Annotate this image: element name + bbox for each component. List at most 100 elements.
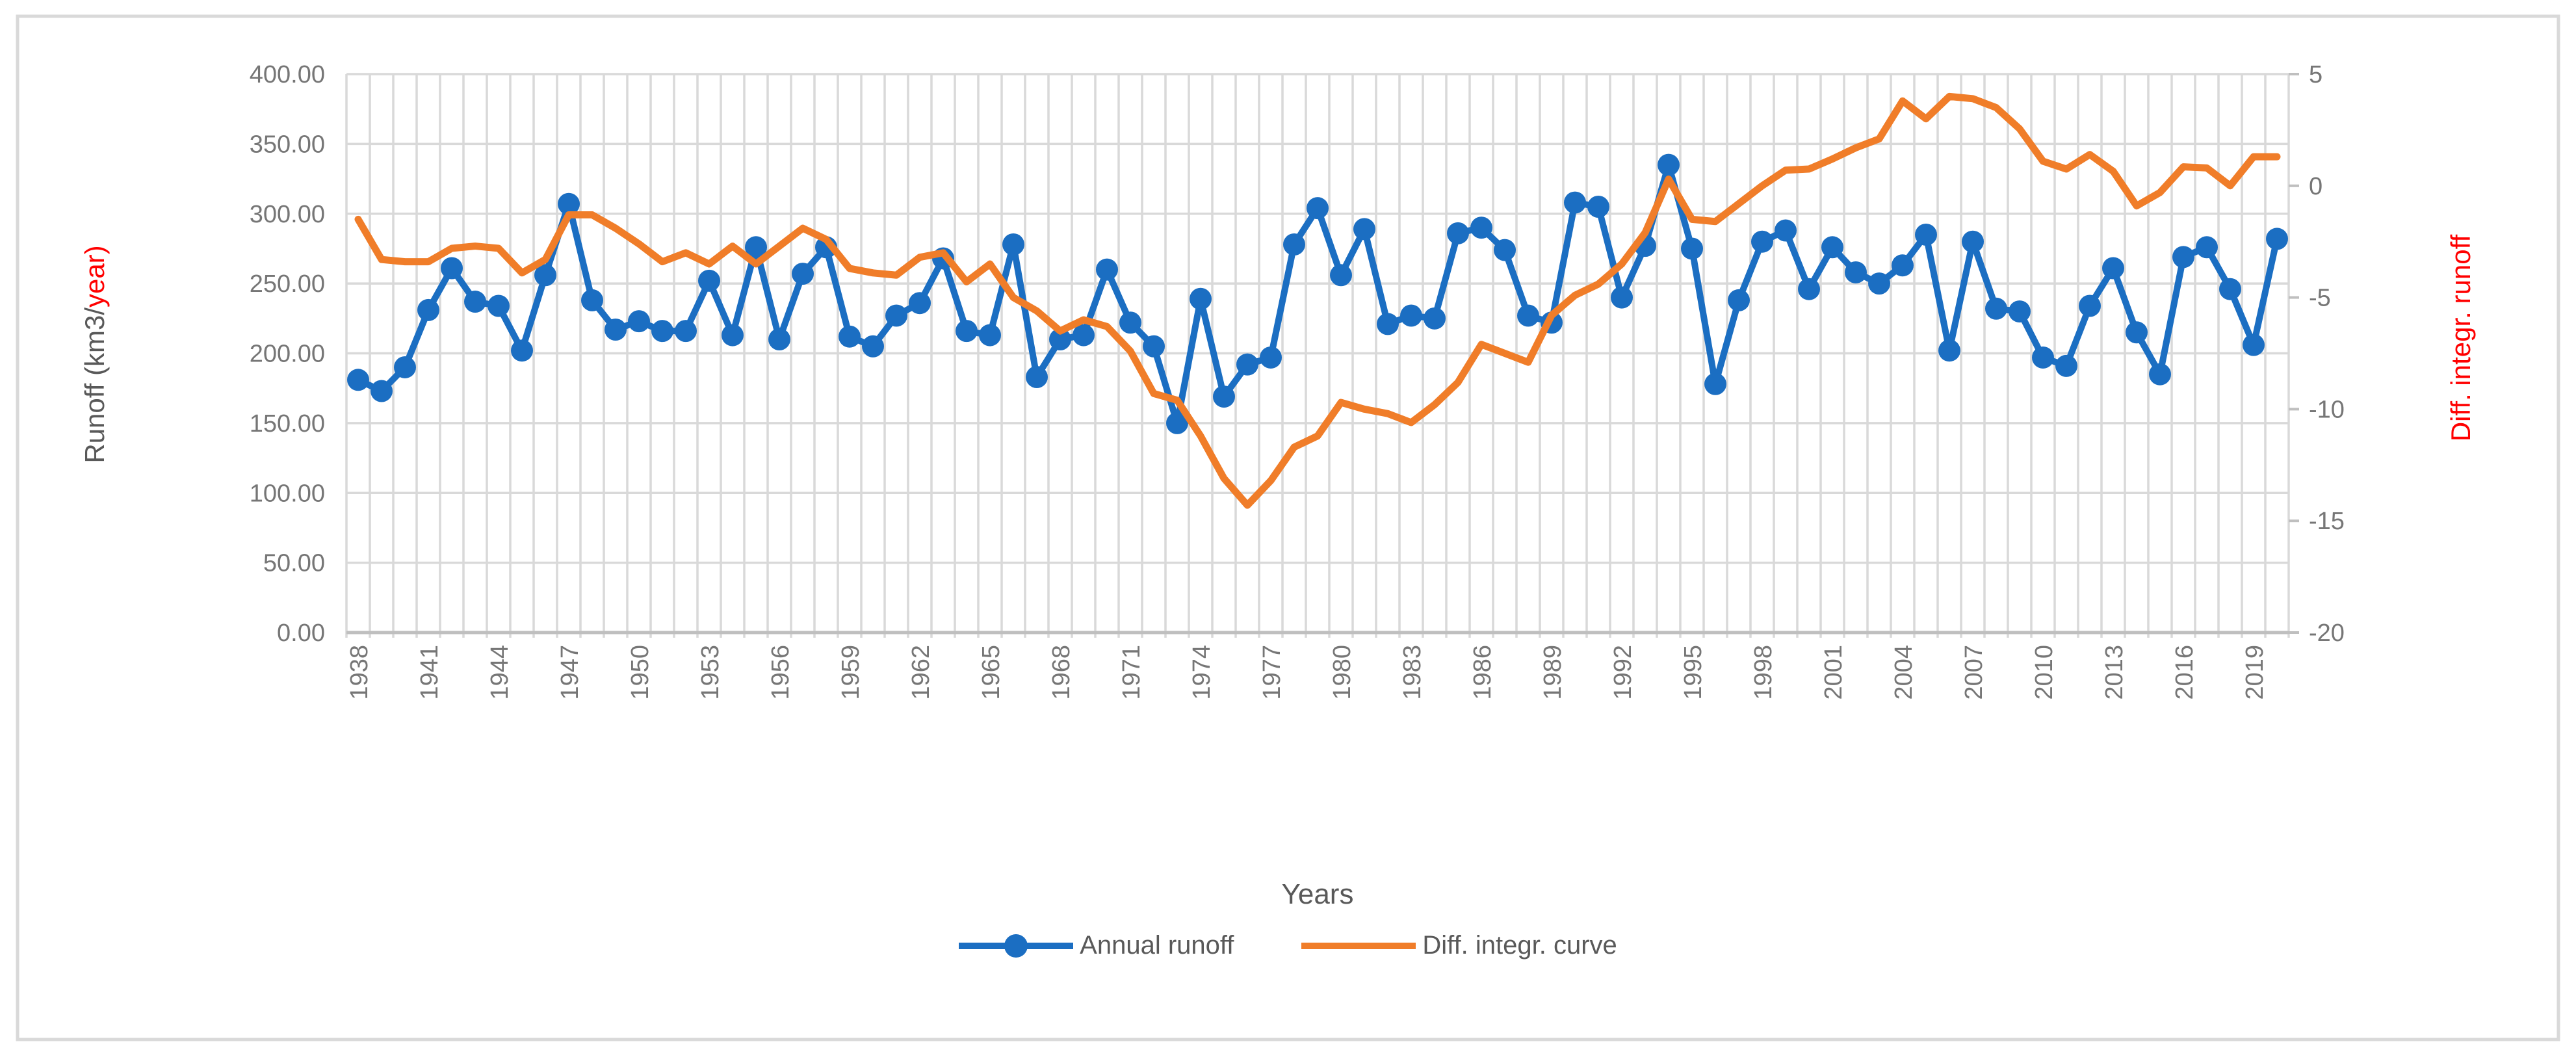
x-axis-tick-label: 1995 bbox=[1680, 645, 1707, 700]
annual-runoff-point bbox=[1868, 272, 1890, 295]
annual-runoff-point bbox=[488, 294, 510, 317]
x-axis-tick-label: 1938 bbox=[346, 645, 373, 700]
annual-runoff-point bbox=[1026, 366, 1048, 389]
legend-item-annual-runoff: Annual runoff bbox=[959, 931, 1234, 960]
annual-runoff-point bbox=[394, 356, 416, 378]
x-axis-title: Years bbox=[1282, 878, 1354, 910]
x-axis-tick-label: 2013 bbox=[2101, 645, 2128, 700]
x-axis-tick-label: 1980 bbox=[1329, 645, 1356, 700]
legend-label-diff-integr-curve: Diff. integr. curve bbox=[1422, 931, 1617, 960]
annual-runoff-point bbox=[979, 324, 1001, 346]
annual-runoff-point bbox=[1096, 258, 1118, 281]
annual-runoff-point bbox=[1213, 386, 1235, 408]
annual-runoff-point bbox=[1681, 237, 1703, 260]
x-axis-tick-label: 2007 bbox=[1960, 645, 1988, 700]
left-axis-tick-label: 150.00 bbox=[250, 410, 325, 438]
annual-runoff-point bbox=[2055, 354, 2077, 377]
annual-runoff-point bbox=[1658, 153, 1680, 176]
x-axis-tick-label: 1944 bbox=[486, 645, 514, 700]
x-axis-tick-label: 2010 bbox=[2031, 645, 2058, 700]
x-axis-tick-label: 1959 bbox=[837, 645, 865, 700]
right-axis-tick-label: -15 bbox=[2309, 508, 2345, 535]
annual-runoff-point bbox=[1283, 233, 1305, 255]
annual-runoff-point bbox=[1938, 339, 1960, 362]
x-axis-tick-label: 1956 bbox=[767, 645, 794, 700]
annual-runoff-point bbox=[1915, 223, 1937, 246]
annual-runoff-point bbox=[1424, 307, 1446, 330]
x-axis-tick-label: 1941 bbox=[416, 645, 443, 700]
annual-runoff-point bbox=[605, 318, 627, 341]
left-axis-tick-label: 200.00 bbox=[250, 341, 325, 368]
diff-integr-curve-line bbox=[354, 92, 2281, 509]
x-axis-tick-label: 1950 bbox=[627, 645, 654, 700]
annual-runoff-point bbox=[768, 328, 790, 351]
x-axis-tick-label: 1965 bbox=[978, 645, 1005, 700]
annual-runoff-point bbox=[1119, 311, 1141, 334]
annual-runoff-point bbox=[2149, 363, 2171, 386]
x-axis-tick-label: 1947 bbox=[556, 645, 584, 700]
annual-runoff-point bbox=[2172, 246, 2194, 268]
annual-runoff-point bbox=[1704, 373, 1726, 395]
x-axis-tick-label: 1953 bbox=[697, 645, 724, 700]
annual-runoff-point bbox=[722, 324, 744, 346]
annual-runoff-point bbox=[2032, 346, 2054, 369]
annual-runoff-point bbox=[1447, 222, 1469, 244]
annual-runoff-point bbox=[1962, 230, 1984, 253]
x-axis-tick-label: 1962 bbox=[907, 645, 935, 700]
annual-runoff-point bbox=[1892, 254, 1914, 277]
annual-runoff-point bbox=[534, 264, 556, 287]
annual-runoff-point bbox=[1751, 230, 1773, 253]
left-axis-tick-label: 250.00 bbox=[250, 270, 325, 298]
annual-runoff-point bbox=[1002, 233, 1024, 255]
annual-runoff-point bbox=[347, 369, 369, 391]
annual-runoff-point bbox=[1821, 236, 1843, 259]
left-axis-tick-label: 350.00 bbox=[250, 131, 325, 158]
annual-runoff-point bbox=[1353, 218, 1375, 241]
annual-runoff-point bbox=[1470, 216, 1492, 239]
left-axis-tick-label: 300.00 bbox=[250, 201, 325, 228]
annual-runoff-point bbox=[417, 298, 439, 321]
annual-runoff-point bbox=[1845, 261, 1867, 283]
left-axis-tick-label: 50.00 bbox=[263, 550, 325, 577]
right-axis-tick-label: 0 bbox=[2309, 173, 2322, 200]
annual-runoff-line-marker-icon bbox=[959, 934, 1074, 958]
annual-runoff-point bbox=[2266, 228, 2288, 250]
annual-runoff-point bbox=[745, 236, 767, 259]
right-axis-tick-label: 5 bbox=[2309, 61, 2322, 88]
annual-runoff-point bbox=[2196, 236, 2218, 259]
right-axis-tick-label: -20 bbox=[2309, 620, 2345, 647]
legend-label-annual-runoff: Annual runoff bbox=[1080, 931, 1234, 960]
annual-runoff-point bbox=[371, 380, 393, 402]
right-axis-tick-label: -5 bbox=[2309, 285, 2331, 312]
annual-runoff-point bbox=[1798, 278, 1820, 300]
annual-runoff-point bbox=[1260, 346, 1282, 369]
left-axis-title: Runoff (km3/year) bbox=[79, 245, 110, 463]
annual-runoff-point bbox=[885, 304, 907, 327]
annual-runoff-point bbox=[651, 320, 673, 343]
annual-runoff-point bbox=[1236, 353, 1258, 376]
annual-runoff-point bbox=[698, 269, 720, 292]
annual-runoff-point bbox=[1073, 324, 1095, 346]
annual-runoff-point bbox=[1728, 289, 1750, 311]
diff-integr-curve-line-icon bbox=[1301, 942, 1416, 949]
annual-runoff-point bbox=[2243, 333, 2265, 356]
annual-runoff-point bbox=[909, 292, 931, 315]
right-axis-title: Diff. integr. runoff bbox=[2445, 235, 2476, 442]
annual-runoff-point bbox=[1611, 286, 1633, 309]
annual-runoff-point bbox=[1143, 335, 1165, 358]
x-axis-tick-label: 1977 bbox=[1258, 645, 1286, 700]
left-axis-tick-label: 0.00 bbox=[277, 620, 325, 647]
x-axis-tick-label: 1998 bbox=[1750, 645, 1777, 700]
x-axis-tick-label: 1971 bbox=[1118, 645, 1145, 700]
right-axis-tick-label: -10 bbox=[2309, 396, 2345, 423]
annual-runoff-point bbox=[628, 310, 650, 333]
annual-runoff-point bbox=[2219, 278, 2241, 300]
annual-runoff-point bbox=[1166, 412, 1188, 434]
x-axis-tick-label: 1989 bbox=[1539, 645, 1567, 700]
annual-runoff-point bbox=[1330, 264, 1352, 287]
annual-runoff-point bbox=[464, 291, 486, 313]
x-axis-tick-label: 1968 bbox=[1048, 645, 1075, 700]
annual-runoff-point bbox=[2102, 257, 2124, 280]
annual-runoff-point bbox=[581, 289, 603, 311]
